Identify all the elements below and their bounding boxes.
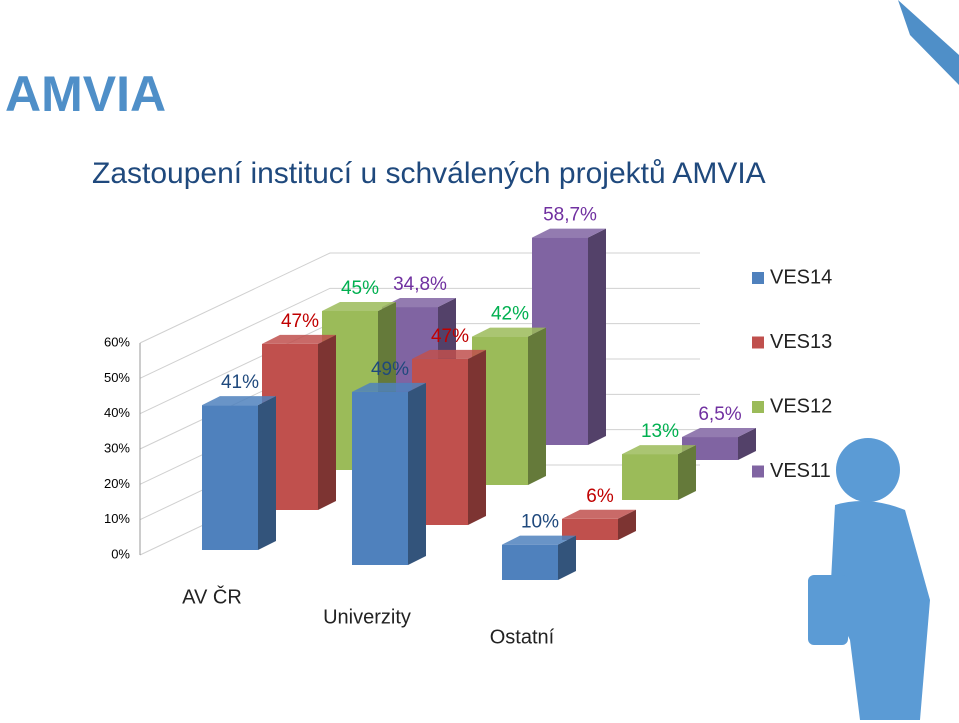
legend-swatch [752,465,764,478]
bar-side [258,396,276,550]
y-tick-label: 30% [104,440,130,455]
value-label: 47% [281,311,319,332]
bar-top [622,445,696,455]
x-tick-label: Univerzity [323,606,411,628]
bar-top [262,334,336,344]
bar-top [502,535,576,545]
bar-top [352,382,426,392]
bar [502,544,558,580]
bar-side [678,445,696,500]
y-tick-label: 60% [104,334,130,349]
chart-title: Zastoupení institucí u schválených proje… [92,157,766,190]
slide-title: AMVIA [5,66,166,122]
legend-label: VES12 [770,395,832,417]
bar-side [528,327,546,485]
bar-top [682,428,756,438]
y-tick-label: 0% [111,546,130,561]
value-label: 34,8% [393,274,447,295]
bar-top [382,298,456,308]
bar [562,518,618,540]
value-label: 13% [641,421,679,442]
value-label: 49% [371,359,409,380]
bar-top [562,509,636,519]
decor-figure [808,438,930,720]
y-tick-label: 10% [104,511,130,526]
value-label: 47% [431,326,469,347]
x-tick-label: Ostatní [490,626,555,648]
y-tick-label: 20% [104,476,130,491]
value-label: 6,5% [698,404,741,425]
bar-side [318,334,336,510]
y-tick-label: 50% [104,370,130,385]
bar [352,391,408,565]
bar-top [532,228,606,238]
value-label: 10% [521,512,559,533]
value-label: 45% [341,278,379,299]
legend-label: VES13 [770,331,832,353]
bar-side [468,349,486,525]
x-tick-label: AV ČR [182,585,242,608]
value-label: 41% [221,372,259,393]
legend-swatch [752,401,764,413]
bar-side [588,228,606,445]
legend-swatch [752,336,764,349]
value-label: 58,7% [543,205,597,226]
bar-top [322,302,396,311]
bar [202,405,258,550]
y-tick-label: 40% [104,405,130,420]
bar-top [412,349,486,359]
bar-side [558,535,576,580]
value-label: 42% [491,304,529,325]
bar-side [618,509,636,540]
bar-side [408,382,426,565]
legend-label: VES11 [770,460,831,482]
value-label: 6% [586,486,614,507]
bar [622,454,678,500]
bar-top [202,396,276,406]
decor-triangle [898,0,959,85]
bar-side [738,428,756,460]
bar-top [472,327,546,337]
legend-swatch [752,272,764,284]
legend-label: VES14 [770,266,832,288]
